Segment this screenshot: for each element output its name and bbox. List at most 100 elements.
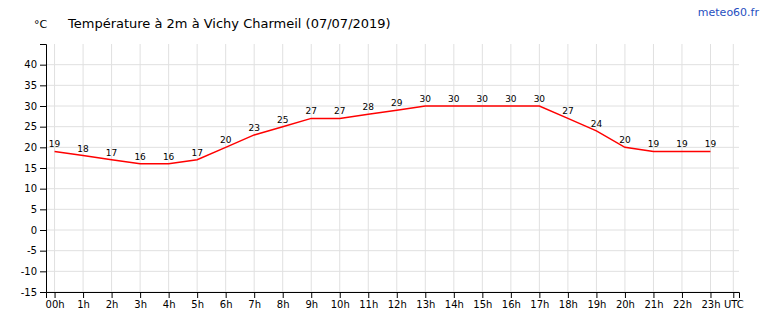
x-tick: 12h [388, 292, 407, 310]
data-label: 23 [248, 123, 259, 133]
y-tick-label: 15 [24, 163, 37, 174]
y-tick-mark [40, 147, 46, 148]
y-tick-label: 10 [24, 183, 37, 194]
x-tick-label: 21h [644, 299, 663, 310]
data-label: 16 [163, 152, 175, 162]
data-label: 30 [420, 94, 432, 104]
x-tick-mark [539, 292, 540, 298]
y-tick: 10 [24, 183, 46, 194]
x-tick-label: 1h [77, 299, 90, 310]
x-tick-mark [83, 292, 84, 298]
x-tick-label: 10h [331, 299, 350, 310]
y-tick-label: 5 [31, 204, 37, 215]
x-tick-label: 18h [559, 299, 578, 310]
x-axis: 00h1h2h3h4h5h6h7h8h9h10h11h12h13h14h15h1… [46, 292, 744, 310]
grid-line-y [46, 126, 739, 127]
x-tick-mark [682, 292, 683, 298]
chart: 00h1h2h3h4h5h6h7h8h9h10h11h12h13h14h15h1… [0, 0, 765, 320]
y-tick-mark [40, 251, 46, 252]
x-tick-mark [625, 292, 626, 298]
x-tick: 10h [331, 292, 350, 310]
x-tick: 1h [77, 292, 90, 310]
x-tick: 22h [673, 292, 692, 310]
y-tick-mark [40, 209, 46, 210]
x-tick-mark [368, 292, 369, 298]
x-tick-mark [710, 292, 711, 298]
y-tick-mark [40, 85, 46, 86]
x-tick: 6h [220, 292, 233, 310]
y-tick: 5 [31, 204, 46, 215]
data-label: 17 [106, 148, 117, 158]
data-label: 24 [591, 119, 603, 129]
x-tick-label: 2h [106, 299, 119, 310]
data-label: 25 [277, 115, 288, 125]
x-tick: 8h [277, 292, 290, 310]
x-tick-label: 17h [530, 299, 549, 310]
x-tick-mark [397, 292, 398, 298]
y-tick-mark [40, 106, 46, 107]
x-tick: 23h [701, 292, 720, 310]
x-tick-mark [733, 292, 734, 298]
y-tick-mark [40, 127, 46, 128]
title: Température à 2m à Vichy Charmeil (07/07… [67, 16, 391, 31]
x-tick-label: 19h [587, 299, 606, 310]
x-tick: 5h [191, 292, 204, 310]
y-tick: 30 [24, 101, 46, 112]
x-tick: 11h [359, 292, 378, 310]
y-tick-label: 20 [24, 142, 37, 153]
data-label: 27 [305, 106, 316, 116]
data-label: 27 [334, 106, 345, 116]
x-tick-mark [653, 292, 654, 298]
grid-line-y [46, 85, 739, 86]
x-tick-mark [511, 292, 512, 298]
data-label: 28 [363, 102, 375, 112]
x-tick-mark [169, 292, 170, 298]
y-tick-label: -10 [21, 266, 37, 277]
grid-line-y [46, 250, 739, 251]
grid-line-y [46, 271, 739, 272]
y-tick-label: 30 [24, 101, 37, 112]
x-tick-label: 22h [673, 299, 692, 310]
y-tick: 25 [24, 121, 46, 132]
x-tick-label: 12h [388, 299, 407, 310]
x-tick: 7h [248, 292, 261, 310]
x-tick: 20h [616, 292, 635, 310]
x-tick: 15h [473, 292, 492, 310]
x-tick-mark [482, 292, 483, 298]
grid-line-y [46, 188, 739, 189]
y-axis-line [40, 45, 47, 293]
y-axis: -15 -10 -5 0 5 10 15 20 25 30 35 40 [21, 45, 47, 298]
x-tick: 00h [46, 292, 65, 310]
x-tick-mark [425, 292, 426, 298]
data-label: 30 [534, 94, 546, 104]
data-label: 19 [676, 139, 688, 149]
x-tick-label: 23h [701, 299, 720, 310]
x-tick: 4h [163, 292, 176, 310]
data-label: 18 [77, 144, 89, 154]
x-axis-line [47, 293, 740, 299]
x-tick: 3h [134, 292, 147, 310]
x-tick: 2h [106, 292, 119, 310]
y-axis-label: °C [34, 18, 48, 31]
y-tick: -5 [27, 245, 46, 256]
y-tick: -15 [21, 287, 46, 298]
x-tick-label: 6h [220, 299, 233, 310]
x-tick-mark [55, 292, 56, 298]
x-tick-label: 4h [163, 299, 176, 310]
data-label: 17 [191, 148, 202, 158]
x-tick: 21h [644, 292, 663, 310]
x-tick-mark [254, 292, 255, 298]
y-tick: 40 [24, 59, 46, 70]
x-tick-label: 8h [277, 299, 290, 310]
x-tick-mark [340, 292, 341, 298]
x-tick-label: 11h [359, 299, 378, 310]
y-tick: 0 [31, 225, 46, 236]
grid-line-y [46, 168, 739, 169]
y-tick-label: 35 [24, 80, 37, 91]
x-tick-mark [197, 292, 198, 298]
y-tick: 15 [24, 163, 46, 174]
x-tick-mark [311, 292, 312, 298]
x-tick-label: 14h [445, 299, 464, 310]
x-tick-mark [112, 292, 113, 298]
x-tick: 18h [559, 292, 578, 310]
